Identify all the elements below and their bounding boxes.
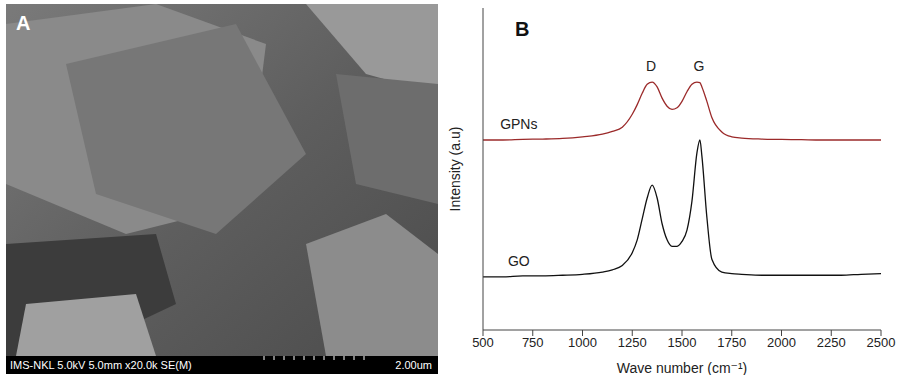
svg-text:2.00um: 2.00um — [395, 359, 432, 371]
svg-text:2000: 2000 — [767, 335, 796, 350]
svg-text:500: 500 — [472, 335, 494, 350]
svg-text:A: A — [16, 12, 30, 34]
svg-text:GPNs: GPNs — [500, 116, 537, 132]
svg-text:2500: 2500 — [867, 335, 896, 350]
svg-text:750: 750 — [522, 335, 544, 350]
svg-text:Intensity (a.u): Intensity (a.u) — [447, 127, 463, 212]
svg-text:GO: GO — [508, 253, 530, 269]
svg-text:Wave number (cm⁻¹): Wave number (cm⁻¹) — [617, 360, 748, 375]
svg-text:1000: 1000 — [568, 335, 597, 350]
svg-text:D: D — [646, 58, 656, 74]
svg-text:2250: 2250 — [817, 335, 846, 350]
svg-text:G: G — [693, 58, 704, 74]
svg-text:1250: 1250 — [618, 335, 647, 350]
svg-text:IMS-NKL 5.0kV 5.0mm x20.0k SE(: IMS-NKL 5.0kV 5.0mm x20.0k SE(M) — [10, 359, 192, 371]
svg-text:1750: 1750 — [717, 335, 746, 350]
html-text:B: B — [515, 18, 530, 40]
svg-text:1500: 1500 — [668, 335, 697, 350]
